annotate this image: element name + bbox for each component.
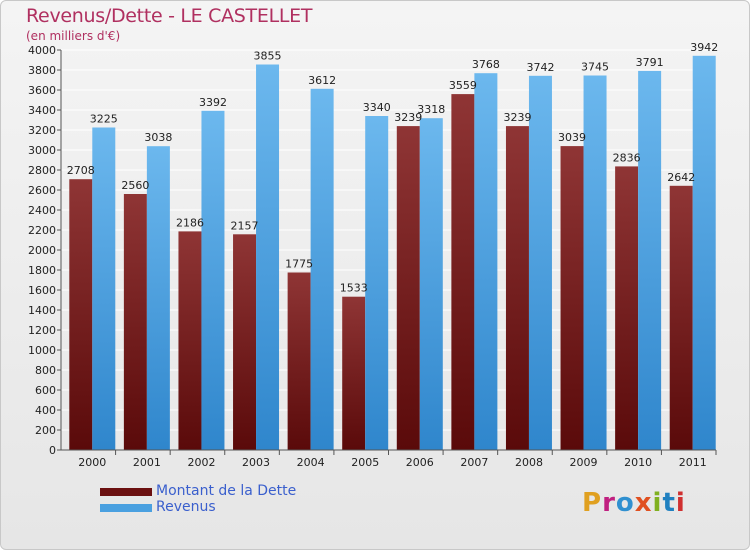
x-tick-label: 2008 [515, 456, 543, 469]
bar-debt [505, 126, 529, 450]
y-tick-label: 2600 [28, 184, 56, 197]
y-tick-label: 4000 [28, 44, 56, 57]
data-label-debt: 3239 [503, 111, 531, 124]
x-tick-label: 2009 [570, 456, 598, 469]
bar-debt [123, 194, 147, 450]
data-label-debt: 1775 [285, 258, 313, 271]
bar-debt [69, 179, 93, 450]
bar-debt [287, 272, 311, 450]
x-tick-label: 2004 [297, 456, 325, 469]
bar-debt [615, 166, 639, 450]
bar-revenue [583, 75, 607, 450]
bar-revenue [146, 146, 170, 450]
legend-label-debt: Montant de la Dette [156, 483, 297, 499]
data-label-debt: 3559 [449, 79, 477, 92]
y-tick-label: 1200 [28, 324, 56, 337]
chart-subtitle: (en milliers d'€) [26, 29, 121, 43]
bar-revenue [92, 127, 116, 450]
x-tick-label: 2011 [679, 456, 707, 469]
data-label-revenue: 3340 [363, 101, 391, 114]
bar-chart: 0 200 400 600 800 1000 1200 1400 1600 1800 2000 220… [28, 41, 718, 469]
legend-label-revenue: Revenus [156, 499, 216, 515]
y-tick-label: 0 [49, 444, 56, 457]
data-label-revenue: 3768 [472, 58, 500, 71]
data-label-revenue: 3392 [199, 96, 227, 109]
y-tick-label: 3400 [28, 104, 56, 117]
bar-revenue [528, 75, 552, 451]
data-label-revenue: 3038 [144, 131, 172, 144]
chart-title: Revenus/Dette - LE CASTELLET [26, 5, 313, 27]
bar-revenue [692, 55, 716, 451]
bar-debt [178, 231, 202, 450]
y-tick-label: 2400 [28, 204, 56, 217]
bar-revenue [365, 116, 389, 450]
legend-swatch-revenue [100, 504, 152, 512]
bar-revenue [310, 88, 334, 451]
y-tick-label: 1400 [28, 304, 56, 317]
y-tick-label: 600 [35, 384, 56, 397]
bar-debt [451, 94, 475, 450]
data-label-revenue: 3745 [581, 61, 609, 74]
data-label-revenue: 3612 [308, 74, 336, 87]
data-label-revenue: 3855 [254, 50, 282, 63]
bar-debt [396, 126, 420, 450]
data-label-debt: 2642 [667, 171, 695, 184]
data-label-revenue: 3742 [526, 61, 554, 74]
y-tick-label: 2000 [28, 244, 56, 257]
y-tick-label: 1800 [28, 264, 56, 277]
grid-lines [61, 49, 716, 451]
data-label-debt: 3239 [394, 111, 422, 124]
y-tick-label: 2200 [28, 224, 56, 237]
data-label-revenue: 3791 [636, 56, 664, 69]
y-tick-label: 3000 [28, 144, 56, 157]
bar-debt [560, 146, 584, 450]
data-label-debt: 1533 [340, 282, 368, 295]
y-tick-label: 3800 [28, 64, 56, 77]
x-tick-label: 2002 [187, 456, 215, 469]
y-tick-label: 3200 [28, 124, 56, 137]
bar-debt [233, 234, 257, 450]
data-labels: 2708 3225 2560 3038 2186 3392 2157 3855 1775 3612… [67, 41, 718, 295]
data-label-revenue: 3942 [690, 41, 718, 54]
x-tick-label: 2010 [624, 456, 652, 469]
y-tick-label: 3600 [28, 84, 56, 97]
data-label-debt: 2836 [613, 151, 641, 164]
y-tick-label: 800 [35, 364, 56, 377]
data-label-debt: 2560 [121, 179, 149, 192]
proxiti-logo: Proxiti [582, 488, 686, 518]
data-label-revenue: 3318 [417, 103, 445, 116]
bar-revenue [419, 118, 443, 450]
axes: 0 200 400 600 800 1000 1200 1400 1600 1800 2000 220… [28, 44, 717, 469]
bar-revenue [201, 110, 225, 451]
y-tick-label: 2800 [28, 164, 56, 177]
y-tick-label: 200 [35, 424, 56, 437]
y-tick-label: 400 [35, 404, 56, 417]
x-tick-label: 2000 [78, 456, 106, 469]
legend-swatch-debt [100, 488, 152, 496]
bar-revenue [256, 64, 280, 450]
bar-debt [669, 185, 693, 451]
data-label-debt: 3039 [558, 131, 586, 144]
data-label-debt: 2708 [67, 164, 95, 177]
y-tick-label: 1000 [28, 344, 56, 357]
bar-revenue [474, 73, 498, 450]
bar-revenue [638, 70, 662, 451]
x-tick-label: 2006 [406, 456, 434, 469]
bars [69, 55, 716, 451]
x-tick-label: 2001 [133, 456, 161, 469]
bar-debt [342, 296, 366, 450]
data-label-debt: 2186 [176, 216, 204, 229]
x-tick-label: 2007 [460, 456, 488, 469]
data-label-revenue: 3225 [90, 113, 118, 126]
data-label-debt: 2157 [231, 219, 259, 232]
x-tick-label: 2005 [351, 456, 379, 469]
x-tick-label: 2003 [242, 456, 270, 469]
y-tick-label: 1600 [28, 284, 56, 297]
